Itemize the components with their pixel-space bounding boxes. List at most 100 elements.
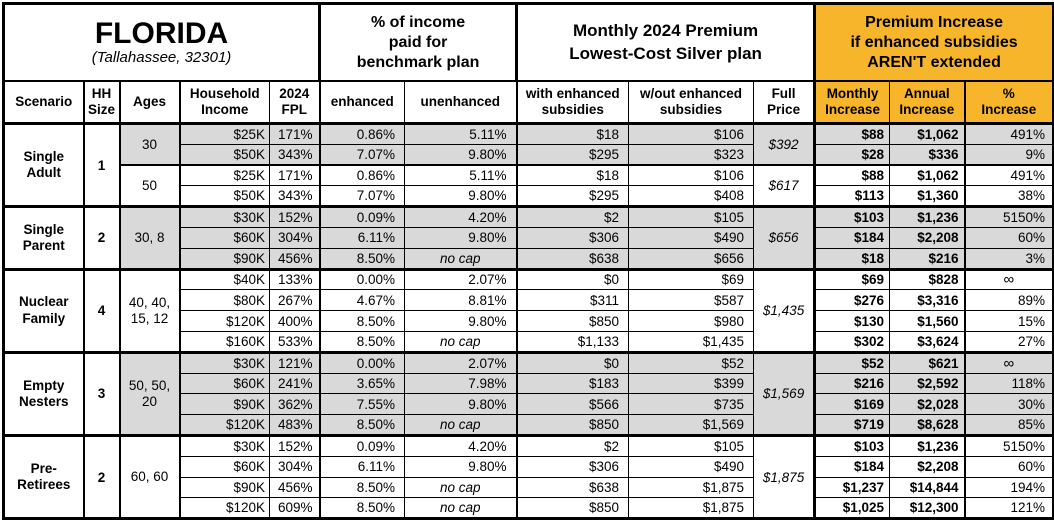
cell-ages: 50 (118, 164, 180, 207)
cell-scenario: Empty Nesters (3, 350, 84, 436)
cell-wout-subsidies: $490 (628, 455, 754, 478)
cell-pct-increase: 89% (963, 289, 1054, 311)
cell-annual-increase: $2,208 (889, 226, 965, 249)
cell-hh-size: 2 (82, 205, 120, 270)
cell-unenhanced-pct: 2.07% (404, 350, 517, 374)
column-header-row: Scenario HH Size Ages Household Income 2… (3, 80, 1054, 125)
cell-wout-subsidies: $587 (628, 289, 754, 311)
cell-monthly-increase: $719 (813, 414, 890, 436)
cell-scenario: Single Parent (3, 205, 84, 270)
cell-income: $90K (178, 247, 270, 270)
cell-monthly-increase: $130 (813, 310, 890, 332)
cell-income: $120K (178, 414, 270, 436)
cell-enhanced-pct: 3.65% (318, 372, 405, 394)
cell-income: $90K (178, 393, 270, 415)
cell-annual-increase: $1,062 (889, 164, 965, 186)
cell-fpl: 362% (268, 393, 320, 415)
cell-unenhanced-pct: 9.80% (404, 143, 517, 166)
cell-ages: 30 (118, 122, 180, 166)
cell-unenhanced-pct: 7.98% (404, 372, 517, 394)
cell-wout-subsidies: $1,875 (628, 497, 754, 519)
table-row: $120K 609% 8.50% no cap $850 $1,875 $1,025 $12,… (4, 497, 1054, 519)
cell-enhanced-pct: 8.50% (318, 310, 405, 332)
cell-with-subsidies: $295 (515, 143, 629, 166)
cell-monthly-increase: $216 (813, 372, 890, 394)
cell-enhanced-pct: 8.50% (318, 247, 405, 270)
cell-annual-increase: $621 (889, 350, 965, 374)
cell-enhanced-pct: 7.07% (318, 185, 405, 207)
table-row: $120K 400% 8.50% 9.80% $850 $980 $130 $1,560 15% (4, 310, 1054, 332)
page-title: FLORIDA (94, 16, 229, 50)
col-header-wout-subsidies: w/out enhanced subsidies (628, 80, 754, 125)
cell-income: $30K (178, 433, 270, 457)
cell-monthly-increase: $52 (813, 350, 890, 374)
cell-unenhanced-pct: 2.07% (404, 267, 517, 290)
group-header-premium: Monthly 2024 Premium Lowest-Cost Silver … (515, 3, 815, 82)
cell-unenhanced-pct: no cap (404, 497, 517, 519)
cell-fpl: 121% (268, 350, 320, 374)
cell-pct-increase: ∞ (963, 350, 1054, 374)
cell-with-subsidies: $566 (515, 393, 629, 415)
cell-fpl: 133% (268, 267, 320, 290)
cell-unenhanced-pct: 8.81% (404, 289, 517, 311)
cell-income: $90K (178, 476, 270, 498)
cell-income: $50K (178, 185, 270, 207)
cell-pct-increase: 60% (963, 455, 1054, 478)
cell-wout-subsidies: $1,569 (628, 414, 754, 436)
cell-full-price: $656 (753, 205, 815, 270)
cell-with-subsidies: $18 (515, 164, 629, 186)
col-header-pct-increase: % Increase (963, 80, 1054, 125)
cell-unenhanced-pct: 9.80% (404, 310, 517, 332)
cell-unenhanced-pct: 5.11% (404, 122, 517, 145)
table-row: Empty Nesters 3 50, 50, 20 $30K 121% 0.00% 2.0… (3, 350, 1054, 436)
col-header-monthly-increase: Monthly Increase (813, 80, 890, 125)
cell-wout-subsidies: $656 (628, 247, 754, 270)
cell-annual-increase: $2,208 (889, 455, 965, 478)
cell-full-price: $1,435 (753, 267, 815, 353)
cell-with-subsidies: $306 (515, 226, 629, 249)
cell-income: $60K (178, 226, 270, 249)
cell-unenhanced-pct: no cap (404, 414, 517, 436)
cell-pct-increase: 27% (963, 330, 1054, 353)
cell-income: $50K (178, 143, 270, 166)
table-row: $50K 343% 7.07% 9.80% $295 $323 $28 $336 9% (4, 143, 1054, 166)
cell-full-price: $617 (753, 164, 815, 207)
cell-wout-subsidies: $106 (628, 164, 754, 186)
cell-monthly-increase: $103 (813, 205, 890, 228)
cell-with-subsidies: $295 (515, 185, 629, 207)
cell-annual-increase: $3,316 (889, 289, 965, 311)
cell-with-subsidies: $0 (515, 350, 629, 374)
col-header-enhanced: enhanced (318, 80, 405, 125)
cell-with-subsidies: $183 (515, 372, 629, 394)
cell-fpl: 304% (268, 455, 320, 478)
cell-with-subsidies: $2 (515, 433, 629, 457)
table-row: Single Adult 1 30 $25K 171% 0.86% 5.11% $18 $106… (3, 121, 1054, 207)
cell-with-subsidies: $638 (515, 476, 629, 498)
cell-annual-increase: $1,062 (889, 122, 965, 145)
cell-monthly-increase: $184 (813, 226, 890, 249)
cell-pct-increase: 194% (963, 476, 1054, 498)
cell-enhanced-pct: 0.86% (318, 164, 405, 186)
cell-annual-increase: $2,592 (889, 372, 965, 394)
cell-wout-subsidies: $69 (628, 267, 754, 290)
cell-scenario: Single Adult (3, 121, 84, 207)
cell-monthly-increase: $302 (813, 330, 890, 353)
cell-fpl: 343% (268, 185, 320, 207)
cell-monthly-increase: $28 (813, 143, 890, 166)
cell-monthly-increase: $184 (813, 455, 890, 478)
cell-unenhanced-pct: 9.80% (404, 393, 517, 415)
cell-monthly-increase: $276 (813, 289, 890, 311)
cell-wout-subsidies: $399 (628, 372, 754, 394)
table-row: $60K 241% 3.65% 7.98% $183 $399 $216 $2,592 118% (4, 372, 1054, 394)
cell-annual-increase: $14,844 (889, 476, 965, 498)
cell-income: $30K (178, 205, 270, 228)
cell-monthly-increase: $113 (813, 185, 890, 207)
cell-pct-increase: ∞ (963, 267, 1054, 290)
cell-pct-increase: 3% (963, 247, 1054, 270)
cell-enhanced-pct: 0.09% (318, 433, 405, 457)
cell-annual-increase: $1,236 (889, 433, 965, 457)
cell-enhanced-pct: 7.07% (318, 143, 405, 166)
cell-income: $40K (178, 267, 270, 290)
cell-with-subsidies: $0 (515, 267, 629, 290)
